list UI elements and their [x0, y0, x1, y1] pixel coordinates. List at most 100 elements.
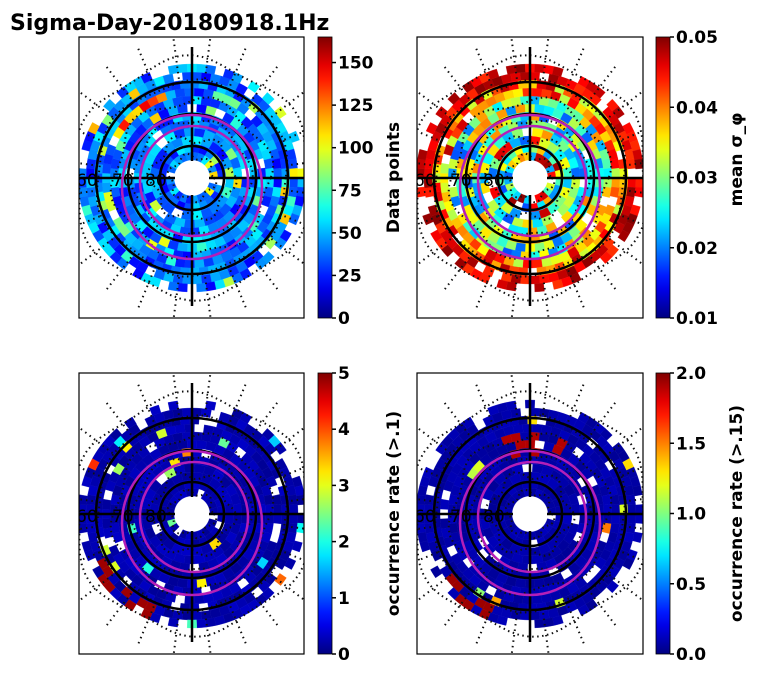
- heatmap-bin: [534, 63, 545, 74]
- dotted-radial: [417, 130, 438, 141]
- dotted-radial: [204, 613, 212, 653]
- heatmap-bin: [167, 617, 179, 628]
- dotted-radial: [417, 526, 431, 530]
- dotted-circle: [417, 54, 643, 302]
- dotted-radial: [203, 39, 212, 79]
- heatmap-bin: [284, 557, 297, 570]
- dotted-radial: [590, 592, 617, 626]
- dotted-radial: [79, 526, 93, 530]
- heatmap-bin: [103, 98, 116, 112]
- heatmap-bin: [424, 158, 434, 170]
- radial-label: 80: [483, 171, 505, 191]
- heatmap-bin: [289, 513, 299, 524]
- colorbar-label: mean σ_φ: [727, 113, 747, 207]
- dotted-radial: [590, 256, 617, 290]
- heatmap-bins: [79, 63, 304, 293]
- colorbar: 0.01 0.02 0.03 0.04 0.05 mean σ_φ: [655, 28, 747, 329]
- dotted-circle: [433, 414, 627, 614]
- colorbar: 0 1 2 3 4 5 occurrence rate (>.1): [317, 364, 404, 665]
- dotted-radial: [291, 189, 304, 194]
- heatmap-bin: [487, 68, 500, 80]
- dotted-radial: [443, 66, 470, 100]
- dotted-radial: [105, 66, 132, 100]
- colorbar-tick-label: 2.0: [676, 364, 706, 384]
- colorbar: 0 25 50 75 100 125 150 Data points: [317, 36, 404, 329]
- heatmap-bin: [87, 122, 100, 135]
- heatmap-bin: [611, 503, 621, 515]
- dotted-radial: [608, 574, 642, 600]
- dotted-radial: [172, 375, 180, 415]
- colorbar-tick-label: 1.0: [676, 505, 706, 525]
- colorbar-tick-label: 5: [338, 364, 350, 384]
- dotted-radial: [79, 551, 101, 563]
- heatmap-bin: [177, 63, 188, 74]
- heatmap-bin: [265, 167, 275, 179]
- dotted-radial: [418, 238, 452, 265]
- heatmap-bin: [505, 281, 517, 292]
- colorbar-tick-label: 0: [338, 645, 350, 665]
- heatmap-bin: [205, 64, 217, 75]
- pole-hole: [176, 498, 208, 530]
- dotted-radial: [475, 270, 493, 308]
- dotted-radial: [417, 162, 431, 167]
- colorbar-tick-label: 150: [338, 54, 374, 74]
- heatmap-bin: [543, 64, 555, 75]
- colorbar-label: Data points: [384, 122, 404, 233]
- heatmap-bin: [92, 565, 105, 579]
- dotted-radial: [608, 91, 642, 118]
- colorbar-tick-label: 0.5: [676, 575, 706, 595]
- axes-frame: [416, 36, 644, 319]
- heatmap-bin: [512, 424, 524, 434]
- heatmap-bin: [606, 580, 619, 594]
- heatmap-bin: [288, 494, 298, 506]
- heatmap-bin: [417, 504, 425, 515]
- dotted-radial: [80, 92, 114, 118]
- auroral-oval-outer: [120, 449, 264, 597]
- heatmap-bin: [626, 158, 636, 170]
- dotted-radial: [270, 238, 304, 264]
- heatmap-bin: [174, 258, 186, 268]
- heatmap-bin: [297, 513, 304, 524]
- heatmap-bin: [514, 104, 526, 114]
- heatmap-bin: [632, 531, 643, 543]
- dotted-radial: [629, 162, 643, 166]
- heatmap-bin: [296, 186, 304, 198]
- heatmap-bin: [196, 104, 208, 114]
- heatmap-bin: [611, 513, 621, 525]
- heatmap-bin: [288, 186, 298, 198]
- heatmap-bin: [635, 513, 643, 524]
- heatmap-bin: [599, 251, 613, 264]
- heatmap-bin: [177, 282, 188, 293]
- heatmap-bin: [454, 257, 468, 270]
- heatmap-bin: [167, 281, 179, 292]
- heatmap-bin: [512, 88, 524, 98]
- dotted-radial: [510, 277, 519, 317]
- colorbar-label: occurrence rate (>.1): [384, 411, 404, 616]
- dotted-radial: [79, 190, 93, 194]
- heatmap-bin: [417, 513, 425, 524]
- radial-label: 70: [450, 171, 472, 191]
- colorbar-tick-label: 125: [338, 96, 374, 116]
- dotted-radial: [270, 427, 304, 454]
- heatmap-bin: [182, 407, 193, 417]
- dotted-radial: [252, 66, 278, 100]
- dotted-radial: [541, 375, 550, 415]
- heatmap-bin: [274, 237, 287, 250]
- heatmap-bin: [512, 258, 524, 268]
- dotted-radial: [137, 384, 155, 423]
- heatmap-bin: [635, 177, 643, 188]
- dotted-radial: [567, 605, 585, 644]
- dotted-radial: [590, 66, 616, 100]
- dotted-radial: [137, 48, 155, 87]
- dotted-circle: [79, 390, 304, 638]
- dotted-radial: [567, 48, 585, 86]
- heatmap-bin: [626, 186, 636, 198]
- heatmap-bin: [439, 163, 450, 174]
- dotted-radial: [417, 466, 438, 477]
- heatmap-bin: [194, 87, 205, 97]
- heatmap-bin: [196, 440, 208, 450]
- dotted-radial: [79, 498, 93, 503]
- dotted-radial: [229, 384, 247, 422]
- auroral-oval-outer: [458, 449, 602, 597]
